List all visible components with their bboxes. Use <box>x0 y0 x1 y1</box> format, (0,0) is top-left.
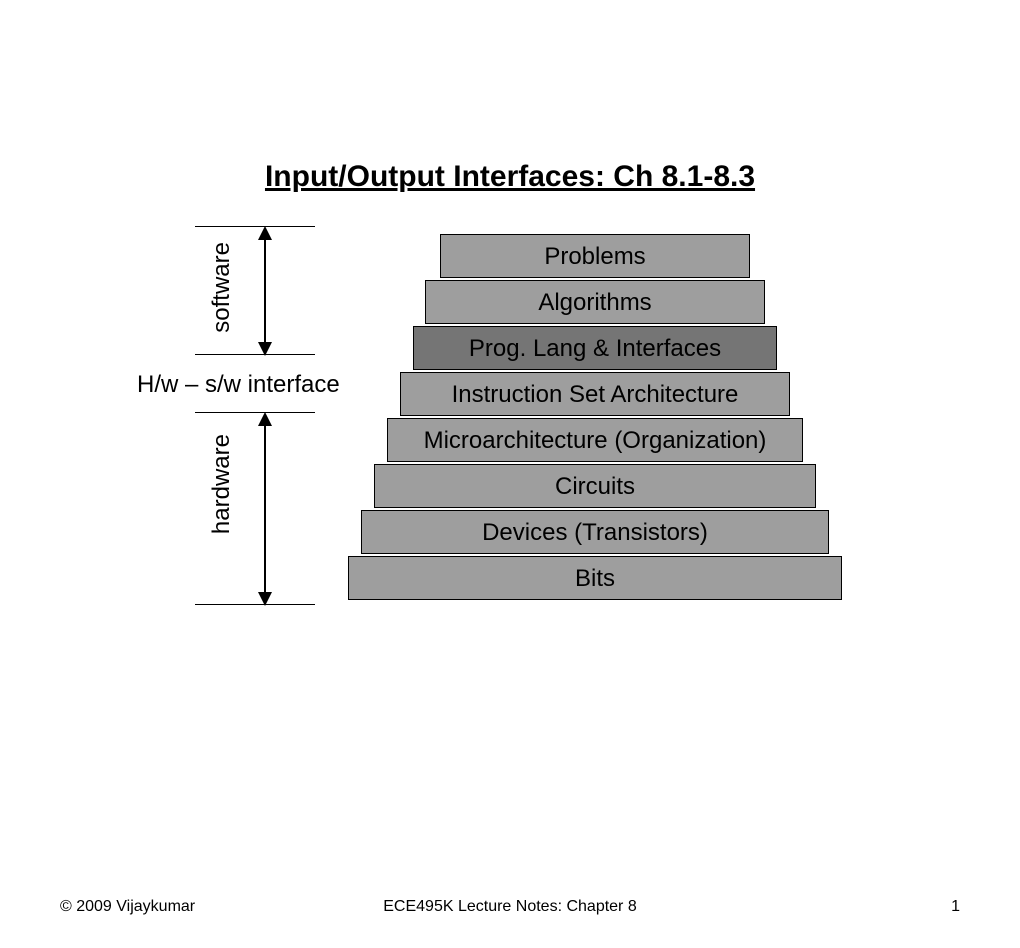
software-bracket-top-line <box>195 226 315 227</box>
footer-center: ECE495K Lecture Notes: Chapter 8 <box>0 898 1020 916</box>
pyramid-layer-4: Microarchitecture (Organization) <box>387 418 803 462</box>
pyramid-layer-2: Prog. Lang & Interfaces <box>413 326 777 370</box>
hardware-bracket-bottom-line <box>195 604 315 605</box>
hardware-arrow-head-down-icon <box>258 592 272 606</box>
software-arrow-line <box>264 228 266 354</box>
hardware-arrow-head-up-icon <box>258 412 272 426</box>
software-bracket-bottom-line <box>195 354 315 355</box>
pyramid-layer-1: Algorithms <box>425 280 765 324</box>
software-arrow-head-up-icon <box>258 226 272 240</box>
pyramid-layer-0: Problems <box>440 234 750 278</box>
software-arrow-head-down-icon <box>258 342 272 356</box>
pyramid-layer-6: Devices (Transistors) <box>361 510 829 554</box>
pyramid-diagram: ProblemsAlgorithmsProg. Lang & Interface… <box>0 234 1020 654</box>
hardware-bracket-top-line <box>195 412 315 413</box>
hw-sw-interface-label: H/w – s/w interface <box>137 371 340 399</box>
pyramid-layer-5: Circuits <box>374 464 816 508</box>
hardware-arrow-line <box>264 414 266 604</box>
footer-page-number: 1 <box>951 898 960 916</box>
pyramid-layer-7: Bits <box>348 556 842 600</box>
pyramid-layer-3: Instruction Set Architecture <box>400 372 790 416</box>
software-label: software <box>208 242 236 333</box>
hardware-label: hardware <box>208 434 236 534</box>
slide-title: Input/Output Interfaces: Ch 8.1-8.3 <box>0 160 1020 194</box>
